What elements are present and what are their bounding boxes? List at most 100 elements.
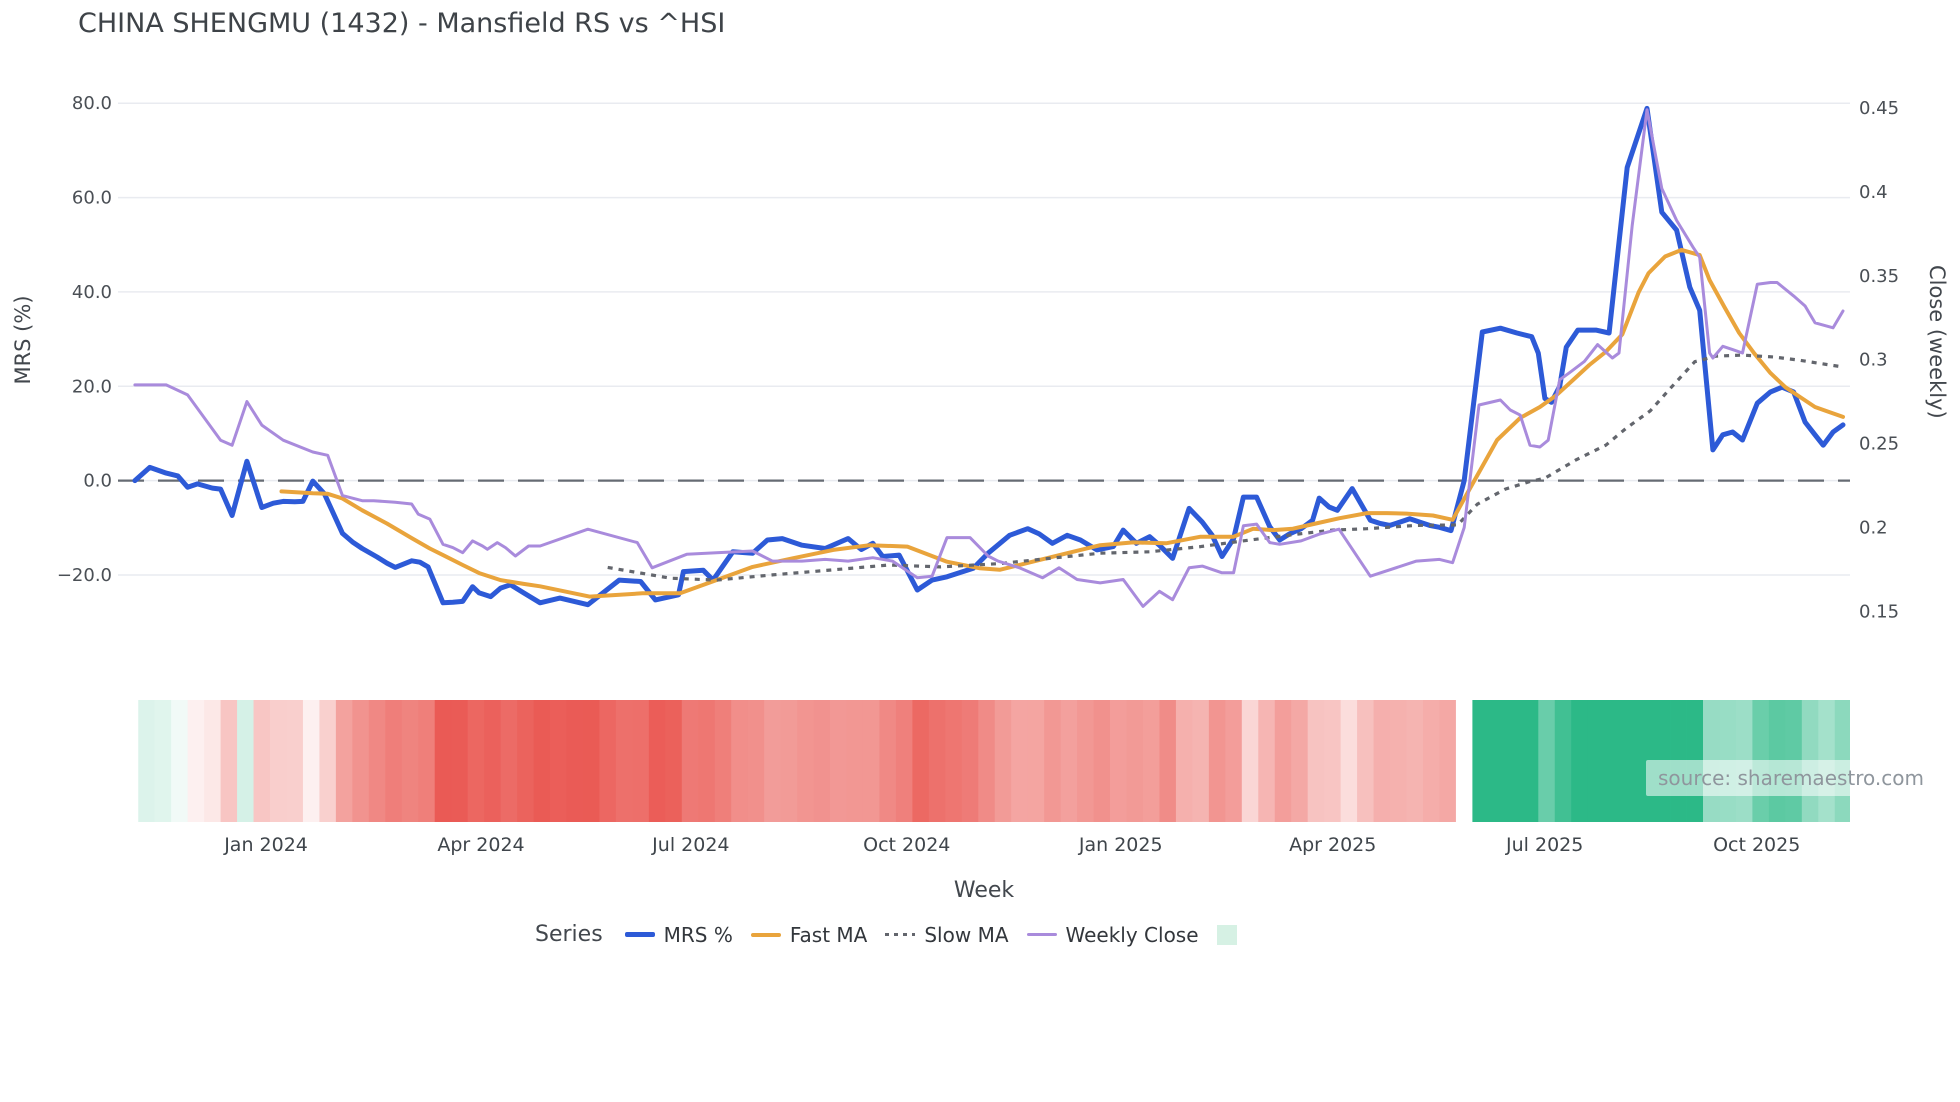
heatmap-cell xyxy=(302,700,320,822)
series-line-weekly-close[interactable] xyxy=(133,108,1845,608)
heatmap-cell xyxy=(352,700,370,822)
heatmap-cell xyxy=(1390,700,1407,822)
legend-item-slow-ma[interactable]: Slow MA xyxy=(885,922,1009,947)
heatmap-cell xyxy=(1110,700,1127,822)
heatmap-cell xyxy=(780,700,798,822)
y-left-tick-label: 40.0 xyxy=(72,282,112,303)
x-tick-label: Apr 2025 xyxy=(1289,834,1376,856)
heatmap-cell xyxy=(648,700,666,822)
legend: Series MRS % Fast MA Slow MA Weekly Clos… xyxy=(535,922,1237,947)
heatmap-cell xyxy=(599,700,617,822)
heatmap-cell xyxy=(1439,700,1457,822)
y-right-tick-label: 0.45 xyxy=(1859,98,1899,119)
heatmap-cell xyxy=(1505,700,1523,822)
fast-ma-line-swatch-icon xyxy=(750,932,781,937)
heatmap-cell xyxy=(994,700,1012,822)
heatmap-cell xyxy=(1488,700,1506,822)
y-right-tick-label: 0.4 xyxy=(1859,182,1888,203)
heatmap-cell xyxy=(1060,700,1078,822)
heatmap-cell xyxy=(632,700,650,822)
heatmap-cell xyxy=(978,700,996,822)
series-line-fast-ma[interactable] xyxy=(279,247,1845,599)
heatmap-cell xyxy=(1241,700,1259,822)
heatmap-cell xyxy=(1472,700,1490,822)
heatmap-cell xyxy=(1307,700,1325,822)
heatmap-cell xyxy=(615,700,633,822)
heatmap-cell xyxy=(1455,700,1473,822)
legend-item-fast-ma[interactable]: Fast MA xyxy=(750,922,868,947)
heatmap-cell xyxy=(1142,700,1160,822)
heatmap-cell xyxy=(368,700,386,822)
legend-label-fast-ma: Fast MA xyxy=(789,922,868,947)
heatmap-cell xyxy=(286,700,304,822)
series-line-slow-ma[interactable] xyxy=(607,353,1844,582)
heatmap-cell xyxy=(961,700,979,822)
x-tick-label: Apr 2024 xyxy=(437,834,524,856)
heatmap-cell xyxy=(335,700,353,822)
y-right-tick-label: 0.2 xyxy=(1859,518,1888,539)
heatmap-cell xyxy=(1324,700,1342,822)
y-left-tick-label: 60.0 xyxy=(72,188,112,209)
heatmap-cell xyxy=(138,700,156,822)
x-tick-label: Jul 2025 xyxy=(1505,834,1583,856)
heatmap-cell xyxy=(681,700,699,822)
legend-label-weekly-close: Weekly Close xyxy=(1065,922,1199,947)
heatmap-cell xyxy=(1620,700,1638,822)
mrs-line-swatch-icon xyxy=(624,932,655,937)
heatmap-cell xyxy=(1126,700,1144,822)
y-right-axis-title: Close (weekly) xyxy=(1925,265,1949,419)
series-line-mrs[interactable] xyxy=(132,105,1846,608)
heatmap-cell xyxy=(1077,700,1094,822)
heatmap-cell xyxy=(1357,700,1374,822)
heatmap-cell xyxy=(1587,700,1605,822)
weekly-close-line-swatch-icon xyxy=(1026,933,1057,936)
legend-title: Series xyxy=(535,922,603,947)
heatmap-swatch-icon xyxy=(1216,924,1237,945)
y-right-tick-label: 0.3 xyxy=(1859,350,1888,371)
heatmap-cell xyxy=(1406,700,1424,822)
heatmap-cell xyxy=(830,700,847,822)
heatmap-cell xyxy=(566,700,584,822)
heatmap-cell xyxy=(1340,700,1358,822)
heatmap-cell xyxy=(1093,700,1111,822)
heatmap-cell xyxy=(582,700,600,822)
heatmap-cell xyxy=(1159,700,1177,822)
heatmap-cell xyxy=(945,700,963,822)
heatmap-cell xyxy=(451,700,469,822)
heatmap-cell xyxy=(319,700,337,822)
heatmap-cell xyxy=(434,700,452,822)
heatmap-cell xyxy=(1225,700,1243,822)
heatmap-cell xyxy=(550,700,567,822)
heatmap-cell xyxy=(204,700,221,822)
heatmap-cell xyxy=(517,700,534,822)
legend-item-mrs[interactable]: MRS % xyxy=(624,922,733,947)
legend-label-mrs: MRS % xyxy=(663,922,733,947)
heatmap-cell xyxy=(1011,700,1029,822)
heatmap-cell xyxy=(862,700,880,822)
heatmap-cell xyxy=(1274,700,1292,822)
heatmap-cell xyxy=(1373,700,1391,822)
heatmap-cell xyxy=(1521,700,1539,822)
heatmap-cell xyxy=(401,700,419,822)
y-left-tick-label: 20.0 xyxy=(72,376,112,397)
y-right-tick-label: 0.35 xyxy=(1859,266,1899,287)
slow-ma-dotted-swatch-icon xyxy=(885,933,916,936)
y-left-axis-title: MRS (%) xyxy=(11,295,35,385)
legend-label-slow-ma: Slow MA xyxy=(924,922,1009,947)
heatmap-cell xyxy=(698,700,716,822)
heatmap-cell xyxy=(797,700,814,822)
heatmap-cell xyxy=(813,700,831,822)
heatmap-cell xyxy=(187,700,205,822)
heatmap-cell xyxy=(237,700,254,822)
heatmap-cell xyxy=(500,700,518,822)
heatmap-cell xyxy=(533,700,551,822)
heatmap-cell xyxy=(1175,700,1193,822)
x-tick-label: Jan 2025 xyxy=(1078,834,1163,856)
heatmap-cell xyxy=(731,700,749,822)
heatmap-cell xyxy=(1258,700,1276,822)
legend-item-weekly-close[interactable]: Weekly Close xyxy=(1026,922,1199,947)
x-axis-title: Week xyxy=(953,878,1015,903)
heatmap-cell xyxy=(385,700,403,822)
legend-item-heatmap[interactable] xyxy=(1216,924,1237,945)
